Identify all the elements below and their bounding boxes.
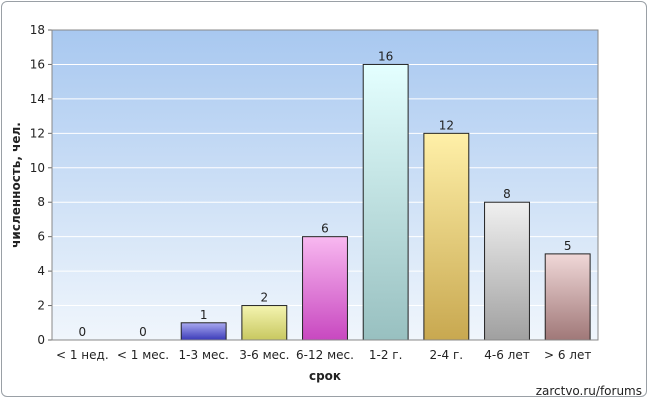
y-tick-label: 10 <box>30 161 45 175</box>
y-tick-label: 2 <box>37 299 45 313</box>
bar <box>241 305 288 341</box>
x-tick-label: < 1 мес. <box>117 348 169 362</box>
x-tick-label: 3-6 мес. <box>239 348 289 362</box>
x-tick-label: 1-3 мес. <box>179 348 229 362</box>
bar-value-label: 2 <box>261 291 269 305</box>
y-tick-label: 0 <box>37 333 45 347</box>
y-tick-label: 6 <box>37 230 45 244</box>
x-tick-labels: < 1 нед. < 1 мес. 1-3 мес. 3-6 мес. 6-12 мес… <box>56 348 591 362</box>
y-tick-label: 12 <box>30 126 45 140</box>
bar-value-label: 8 <box>503 187 511 201</box>
bar <box>484 201 530 341</box>
x-tick-label: > 6 лет <box>544 348 591 362</box>
bar-value-label: 6 <box>321 222 329 236</box>
bar <box>302 236 348 341</box>
bar-value-label: 16 <box>378 49 393 63</box>
x-tick-label: 1-2 г. <box>369 348 403 362</box>
x-tick-label: < 1 нед. <box>56 348 109 362</box>
x-axis-title: срок <box>309 369 341 383</box>
y-tick-labels: 0 2 4 6 8 10 12 14 16 18 <box>30 23 45 347</box>
bar-value-label: 0 <box>139 325 147 339</box>
x-tick-label: 6-12 мес. <box>296 348 354 362</box>
bar <box>362 63 409 341</box>
y-tick-label: 8 <box>37 195 45 209</box>
x-tick-label: 4-6 лет <box>484 348 529 362</box>
y-tick-label: 16 <box>30 57 45 71</box>
bar-value-label: 12 <box>439 118 454 132</box>
bar-value-label: 5 <box>564 239 572 253</box>
y-tick-label: 14 <box>30 92 45 106</box>
y-axis-title: численность, чел. <box>9 122 23 248</box>
plot-border <box>51 29 599 341</box>
bar <box>423 132 470 341</box>
bar <box>180 322 227 341</box>
y-tick-label: 4 <box>37 264 45 278</box>
bar <box>544 253 591 341</box>
site-credit: zarctvo.ru/forums <box>536 384 642 398</box>
bar-value-label: 1 <box>200 308 208 322</box>
bar-value-label: 0 <box>79 325 87 339</box>
y-tick-label: 18 <box>30 23 45 37</box>
x-tick-label: 2-4 г. <box>430 348 464 362</box>
